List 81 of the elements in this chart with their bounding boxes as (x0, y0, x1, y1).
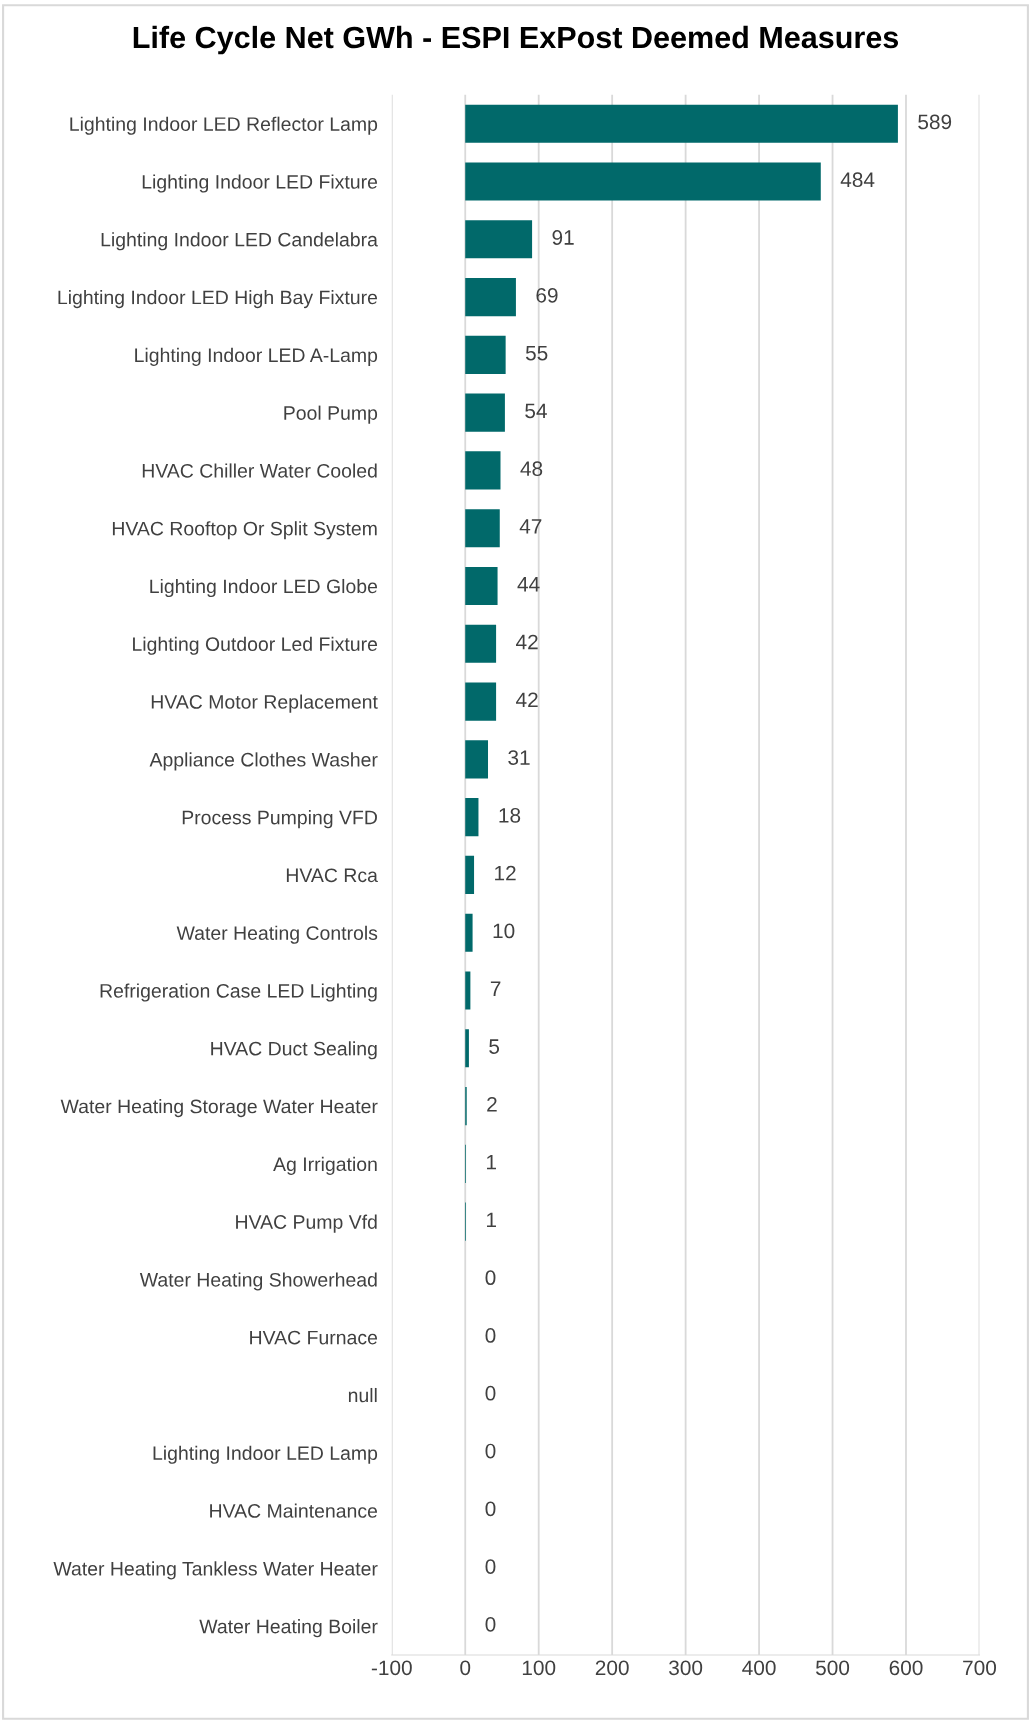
y-tick-label: HVAC Maintenance (210, 1503, 378, 1518)
x-tick-label: 700 (963, 1660, 997, 1676)
data-label: 0 (485, 1559, 496, 1574)
data-label: 5 (489, 1039, 500, 1054)
data-label: 12 (495, 865, 516, 881)
data-label: 1 (487, 1212, 496, 1228)
chart-title: Life Cycle Net GWh - ESPI ExPost Deemed Measures (133, 25, 899, 55)
y-tick-label: Lighting Indoor LED Candelabra (101, 232, 378, 251)
y-tick-label: HVAC Rca (286, 868, 378, 883)
data-label: 589 (918, 114, 952, 130)
y-tick-label: Water Heating Controls (176, 925, 378, 944)
bar (465, 393, 505, 432)
bar (465, 913, 473, 952)
bar (465, 855, 475, 894)
y-tick-label: Lighting Indoor LED Globe (150, 578, 378, 598)
bar (465, 104, 898, 143)
data-label: 54 (525, 403, 547, 419)
y-tick-label: HVAC Furnace (250, 1330, 378, 1345)
bar (465, 335, 506, 374)
data-label: 44 (517, 577, 540, 592)
x-tick-label: 200 (595, 1660, 629, 1676)
x-tick-label: 100 (522, 1660, 556, 1676)
data-label: 484 (840, 172, 875, 188)
data-label: 0 (485, 1385, 496, 1401)
data-label: 7 (490, 981, 501, 996)
data-label: 0 (485, 1501, 496, 1517)
bar (465, 566, 498, 606)
data-label: 18 (499, 807, 521, 823)
bar (465, 682, 497, 721)
data-label: 42 (516, 692, 538, 707)
bar (465, 509, 500, 548)
y-tick-label: Process Pumping VFD (182, 810, 377, 829)
bar (465, 971, 471, 1010)
x-tick-label: 0 (460, 1660, 471, 1676)
data-label: 10 (493, 923, 515, 939)
data-label: 1 (487, 1154, 496, 1170)
y-tick-label: Lighting Indoor LED Fixture (142, 174, 378, 193)
bar (465, 740, 489, 779)
data-label: 48 (520, 461, 543, 477)
bar (465, 220, 533, 259)
x-tick-label: 600 (889, 1660, 923, 1676)
bar (465, 162, 821, 201)
y-tick-label: Lighting Indoor LED Lamp (153, 1445, 378, 1464)
data-label: 47 (519, 519, 542, 534)
y-tick-label: null (348, 1387, 377, 1403)
y-tick-label: Lighting Outdoor Led Fixture (133, 636, 378, 655)
data-label: 2 (487, 1096, 497, 1112)
bar (465, 451, 501, 490)
y-tick-label: Water Heating Boiler (199, 1619, 378, 1638)
y-tick-label: Refrigeration Case LED Lighting (100, 983, 377, 1002)
data-label: 31 (508, 750, 530, 765)
data-label: 42 (516, 634, 538, 650)
data-label: 91 (552, 230, 574, 245)
x-tick-label: -100 (371, 1660, 412, 1676)
y-tick-label: HVAC Chiller Water Cooled (142, 463, 377, 478)
y-tick-label: Appliance Clothes Washer (149, 752, 378, 771)
x-tick-label: 300 (669, 1660, 703, 1676)
x-tick-label: 400 (742, 1660, 776, 1676)
data-label: 0 (485, 1270, 496, 1286)
data-label: 69 (536, 287, 558, 303)
y-tick-label: Lighting Indoor LED High Bay Fixture (58, 290, 378, 309)
y-tick-label: HVAC Rooftop Or Split System (112, 521, 377, 540)
y-tick-label: Pool Pump (284, 405, 378, 424)
y-tick-label: Water Heating Storage Water Heater (60, 1099, 378, 1118)
bar (465, 278, 516, 317)
data-label: 0 (485, 1443, 496, 1459)
y-tick-label: Water Heating Tankless Water Heater (53, 1561, 378, 1580)
y-tick-label: Ag Irrigation (273, 1156, 377, 1175)
bar (465, 1029, 469, 1068)
data-label: 0 (485, 1328, 496, 1343)
y-tick-label: Water Heating Showerhead (139, 1272, 377, 1291)
y-tick-label: Lighting Indoor LED A-Lamp (135, 347, 378, 366)
data-label: 55 (525, 345, 548, 361)
y-tick-label: HVAC Motor Replacement (151, 694, 378, 713)
data-label: 0 (485, 1616, 496, 1632)
x-tick-label: 500 (815, 1660, 850, 1676)
y-tick-label: HVAC Duct Sealing (211, 1041, 377, 1060)
bar (465, 624, 497, 663)
bar (465, 798, 479, 837)
y-tick-label: HVAC Pump Vfd (236, 1214, 377, 1233)
y-tick-label: Lighting Indoor LED Reflector Lamp (70, 116, 378, 135)
